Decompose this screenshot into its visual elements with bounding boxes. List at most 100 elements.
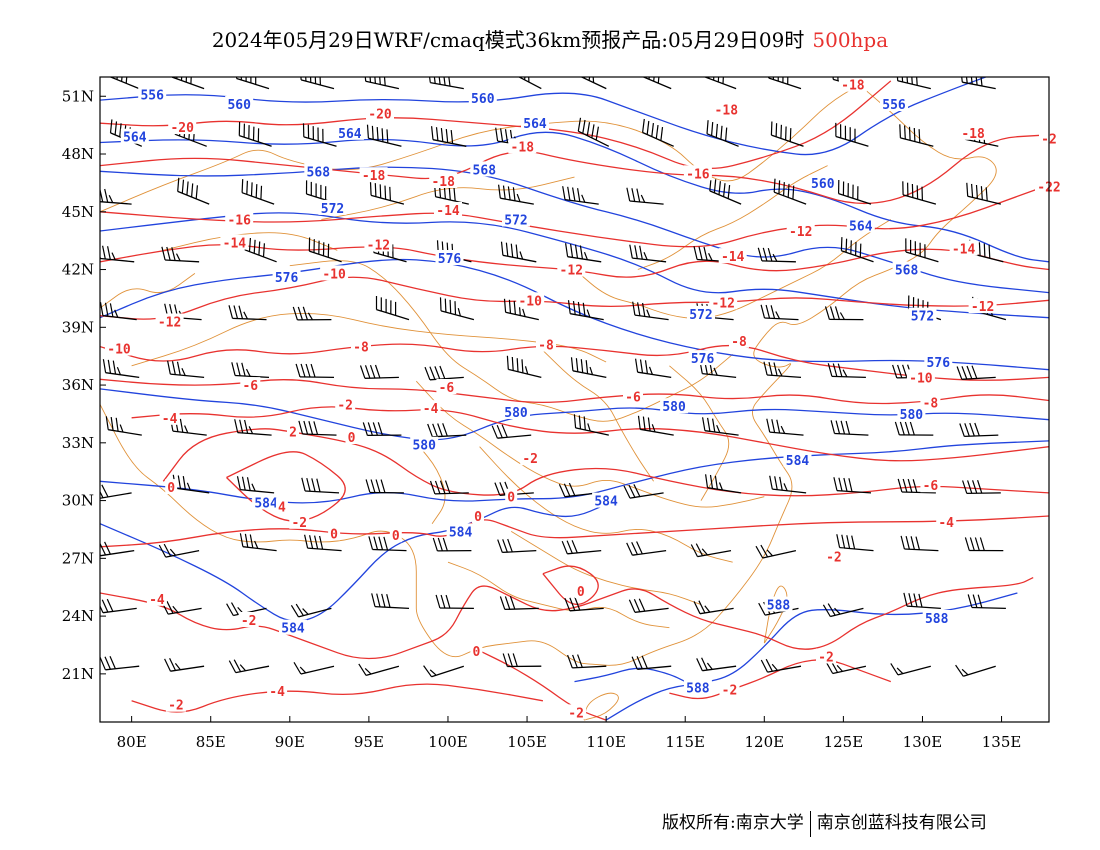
height-contour-label-bg [808,174,837,190]
map-frame [99,76,1050,723]
temperature-contour-label-bg [729,332,749,348]
temperature-contour-label: -14 [721,250,745,265]
y-tick-label-39n: 39N [62,318,94,336]
wind-barb [562,186,599,205]
temperature-contour-label: -16 [227,214,251,229]
temperature-contour-line [131,406,1049,462]
x-tick-label-95e: 95E [354,733,384,751]
height-contour-label: 580 [900,408,924,423]
height-contour-label-bg [880,96,908,111]
wind-barb [428,77,464,90]
temperature-contour-label-bg [936,513,957,529]
temperature-contour-label: -2 [337,398,353,413]
y-tick-label-27n: 27N [62,549,94,567]
wind-barb [693,246,732,263]
temperature-contour-label-bg [536,336,556,352]
temperature-contour-label: -10 [909,371,933,386]
temperature-contour-label-bg [623,388,643,404]
border-line [583,692,619,721]
temperature-contour-label: -12 [560,264,583,279]
height-contour-line [605,592,1018,721]
wind-barb [304,534,342,552]
wind-barb [100,302,137,321]
height-contour-label-bg [304,163,333,179]
height-contour-label-bg [687,305,715,321]
wind-barb [900,535,939,552]
wind-barb [967,594,1006,610]
wind-barb [305,180,340,205]
wind-barb [642,118,674,147]
temperature-contour-label-bg [712,101,741,117]
temperature-contour-label-bg [366,105,394,121]
height-contour-line [100,388,1049,441]
wind-barb [899,124,934,147]
temperature-contour-line [100,134,1049,205]
height-contour-label: 580 [662,400,686,415]
wind-barb [822,603,864,618]
temperature-contour-label-bg [220,234,249,250]
temperature-contours [100,80,1049,721]
wind-barb [236,77,270,90]
wind-barb [506,355,542,379]
wind-barb [302,123,337,147]
y-tick-label-42n: 42N [62,261,94,279]
temperature-contour-label-bg [238,612,259,627]
temperature-contour-label: -2 [568,706,584,721]
temperature-contour-line [669,659,892,700]
temperature-contour-label: -2 [826,550,842,565]
height-contour-label: 584 [281,622,305,637]
wind-barb [236,476,275,494]
wind-barb [763,361,802,379]
temperature-contour-label-bg [429,173,458,188]
height-contour-label-bg [318,199,347,215]
wind-barb [696,657,737,672]
wind-barb [567,300,604,321]
temperature-contour-label-bg [359,167,388,183]
temperature-contour-label: -12 [367,239,390,254]
y-tick-label-36n: 36N [62,376,94,394]
height-contour-label-bg [502,211,530,227]
temperature-contour-label: -18 [362,169,386,184]
temperature-contour-label: -18 [841,79,865,94]
wind-barb [369,181,405,205]
temperature-contour-label-bg [823,548,844,564]
temperature-contour-label-bg [146,590,167,606]
wind-barb [897,478,936,494]
height-contour-label-bg [502,404,530,419]
wind-barb [565,243,602,263]
height-contour-label-bg [470,161,499,177]
temperature-contour-label: -20 [368,108,392,123]
wind-barb [300,77,335,90]
height-contour-label-bg [435,250,464,265]
wind-barb [641,77,672,90]
height-contour-label: 572 [689,308,712,323]
wind-barb [500,241,537,263]
height-contour-label-bg [138,86,167,102]
temperature-contour-label: -4 [149,593,165,608]
y-tick-label-24n: 24N [62,607,94,625]
temperature-contour-line [100,577,1034,660]
temperature-contour-label-bg [267,683,288,699]
temperature-contour-label: -14 [223,237,247,252]
temperature-contour-label-bg [968,298,997,314]
x-tick-label-120e: 120E [745,733,785,751]
wind-barb [161,246,200,263]
wind-barb [690,543,732,558]
wind-barb [432,537,472,552]
x-tick-label-130e: 130E [903,733,943,751]
temperature-contour-label-bg [472,508,484,523]
wind-barb [239,533,277,552]
border-line [637,165,828,270]
wind-barb [359,364,399,379]
y-tick-label-51n: 51N [62,87,94,105]
temperature-contour-label: -14 [952,242,976,257]
y-tick-label-33n: 33N [62,434,94,452]
wind-barb [773,178,807,205]
temperature-contour-label-bg [709,294,738,310]
wind-barb [567,654,607,669]
wind-barb [228,305,267,321]
temperature-contour-label: -4 [423,402,439,417]
wind-barb [629,244,667,263]
height-contour-line [100,503,607,622]
temperature-contour-label-bg [566,704,587,720]
